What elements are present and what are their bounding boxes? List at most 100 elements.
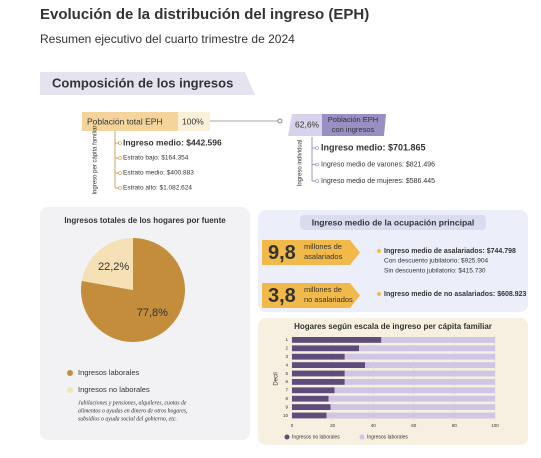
chart-title: Ingresos totales de los hogares por fuen… xyxy=(64,216,226,225)
bar-segment xyxy=(344,353,495,360)
bullet xyxy=(315,146,319,150)
earners-label: Población EPH xyxy=(328,115,378,124)
bullet xyxy=(377,292,381,296)
bar-segment xyxy=(330,404,495,410)
unit: no asalariados xyxy=(304,295,353,304)
legend-label: Ingresos laborales xyxy=(367,434,408,440)
value-label: 77,8% xyxy=(137,307,168,319)
legend-swatch xyxy=(67,370,73,376)
bar-segment xyxy=(292,353,345,360)
bar-segment xyxy=(292,362,366,368)
bar-segment xyxy=(381,337,495,343)
bar-segment xyxy=(292,395,329,402)
value-label: 22,2% xyxy=(98,261,129,273)
occupation-banner xyxy=(300,215,486,230)
bar-segment xyxy=(365,362,495,368)
legend-swatch xyxy=(67,387,73,393)
bar-segment xyxy=(334,387,495,394)
y-tick-label: 7 xyxy=(285,388,288,393)
earners-label: con ingresos xyxy=(332,125,375,134)
subtitle: Resumen ejecutivo del cuarto trimestre d… xyxy=(40,32,295,46)
bar-segment xyxy=(292,379,345,385)
y-tick-label: 6 xyxy=(285,379,288,384)
x-tick-label: 100 xyxy=(491,423,499,428)
total-label: Población total EPH xyxy=(87,116,163,126)
bar-segment xyxy=(358,345,495,352)
y-tick-label: 4 xyxy=(285,362,288,367)
y-tick-label: 9 xyxy=(285,404,288,409)
bar-segment xyxy=(292,404,331,410)
item: Ingreso medio: $442.596 xyxy=(123,137,222,147)
unit: asalariados xyxy=(304,252,343,261)
x-tick-label: 20 xyxy=(330,423,336,428)
bar-segment xyxy=(292,387,335,394)
bar-segment xyxy=(326,412,495,419)
bullet xyxy=(315,179,319,183)
total-share: 100% xyxy=(182,116,204,126)
x-tick-label: 60 xyxy=(411,423,417,428)
pie-slice xyxy=(81,238,186,343)
y-tick-label: 8 xyxy=(285,396,288,401)
item: Ingreso medio de varones: $821.496 xyxy=(321,161,435,168)
section-banner xyxy=(40,72,255,95)
y-axis-label: Decil xyxy=(274,372,280,385)
note: Jubilaciones y pensiones, alquileres, cu… xyxy=(78,400,187,406)
y-tick-label: 1 xyxy=(285,337,288,342)
bullet xyxy=(118,171,122,175)
axis-label: Ingreso per cápita familiar xyxy=(93,125,99,194)
connector-end xyxy=(277,118,283,124)
item: Ingreso medio de no asalariados: $608.92… xyxy=(384,291,526,298)
y-tick-label: 3 xyxy=(285,354,288,359)
big-number: 3,8 xyxy=(268,285,296,307)
item: Ingreso medio de asalariados: $744.798 xyxy=(384,248,516,255)
bar-segment xyxy=(344,379,495,385)
item: Sin descuento jubilatorio: $415.730 xyxy=(384,268,486,275)
y-tick-label: 10 xyxy=(283,413,289,418)
chart-title: Hogares según escala de ingreso per cápi… xyxy=(294,322,492,331)
title: Evolución de la distribución del ingreso… xyxy=(40,6,369,23)
total-share-box xyxy=(178,112,210,131)
x-tick-label: 80 xyxy=(452,423,458,428)
total-box xyxy=(82,112,178,131)
number-badge xyxy=(262,283,360,308)
legend-swatch xyxy=(284,434,290,440)
bar-segment xyxy=(292,370,345,377)
earners-share: 62,6% xyxy=(295,119,320,129)
axis-label: Ingreso individual xyxy=(298,140,304,187)
item: Estrato alto: $1.082.624 xyxy=(123,185,192,192)
note: subsidios o ayuda social del gobierno, e… xyxy=(78,416,177,422)
bar-segment xyxy=(292,337,382,343)
bar-segment xyxy=(292,412,327,419)
legend-label: Ingresos no laborales xyxy=(78,385,150,394)
bullet xyxy=(315,162,319,167)
bar-segment xyxy=(328,395,495,402)
x-tick-label: 0 xyxy=(291,423,294,428)
earners-share-box xyxy=(288,114,322,136)
bullet xyxy=(377,249,381,253)
bullet xyxy=(118,141,122,145)
y-tick-label: 2 xyxy=(285,346,288,351)
earners-box xyxy=(322,114,386,136)
legend-label: Ingresos no laborales xyxy=(292,434,340,440)
legend-label: Ingresos laborales xyxy=(78,368,140,377)
item: Estrato medio: $400.883 xyxy=(123,170,194,177)
note: alimentos o ayudas en dinero de otros ho… xyxy=(78,408,188,414)
pie-slice xyxy=(81,238,133,290)
item: Ingreso medio de mujeres: $586.445 xyxy=(321,178,435,185)
y-tick-label: 5 xyxy=(285,371,288,376)
bullet xyxy=(118,156,122,160)
unit: millones de xyxy=(304,242,342,251)
item: Con descuento jubilatorio: $925.904 xyxy=(384,258,488,265)
bar-segment xyxy=(344,370,495,377)
section-title: Composición de los ingresos xyxy=(52,75,233,90)
unit: millones de xyxy=(304,285,342,294)
bullet xyxy=(118,186,122,190)
item: Ingreso medio: $701.865 xyxy=(321,142,426,152)
item: Estrato bajo: $164.354 xyxy=(123,155,189,162)
occupation-title: Ingreso medio de la ocupación principal xyxy=(312,217,474,227)
legend-swatch xyxy=(359,434,365,440)
number-badge xyxy=(262,240,360,265)
bar-segment xyxy=(292,345,359,352)
x-tick-label: 40 xyxy=(371,423,377,428)
